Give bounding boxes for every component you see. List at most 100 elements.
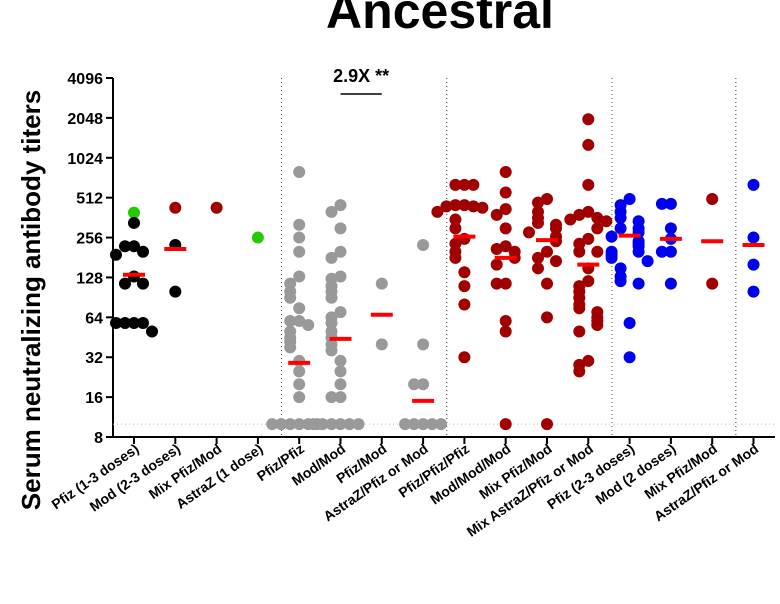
data-point: [564, 214, 576, 226]
data-point: [293, 166, 305, 178]
data-point: [706, 278, 718, 290]
data-point: [128, 207, 140, 219]
data-point: [606, 231, 618, 243]
y-tick-label: 8: [94, 430, 103, 447]
data-point: [335, 378, 347, 390]
data-point: [431, 206, 443, 218]
data-point: [137, 246, 149, 258]
data-point: [326, 344, 338, 356]
data-point: [408, 378, 420, 390]
data-point: [293, 232, 305, 244]
y-tick-label: 16: [85, 390, 103, 407]
y-tick-label: 1024: [67, 151, 103, 168]
data-point: [606, 252, 618, 264]
data-point: [550, 255, 562, 267]
data-point: [615, 275, 627, 287]
y-tick-label: 512: [76, 191, 103, 208]
data-point: [417, 239, 429, 251]
data-point: [615, 212, 627, 224]
data-point: [748, 179, 760, 191]
data-point: [308, 418, 320, 430]
data-point: [335, 365, 347, 377]
data-point: [326, 391, 338, 403]
data-point: [491, 278, 503, 290]
data-point: [491, 209, 503, 221]
y-tick-label: 128: [76, 270, 103, 287]
data-point: [541, 278, 553, 290]
data-point: [399, 418, 411, 430]
data-point: [110, 317, 122, 329]
data-point: [582, 139, 594, 151]
data-point: [293, 246, 305, 258]
data-point: [706, 193, 718, 205]
data-point: [532, 262, 544, 274]
data-point: [591, 246, 603, 258]
data-point: [146, 326, 158, 338]
data-point: [624, 317, 636, 329]
chart-title: Ancestral: [326, 0, 554, 39]
data-point: [293, 219, 305, 231]
data-point: [500, 418, 512, 430]
data-point: [476, 202, 488, 214]
data-point: [293, 365, 305, 377]
data-point: [665, 278, 677, 290]
data-point: [293, 302, 305, 314]
data-point: [523, 226, 535, 238]
data-point: [284, 315, 296, 327]
y-tick-label: 256: [76, 231, 103, 248]
data-point: [284, 292, 296, 304]
data-point: [128, 217, 140, 229]
data-point: [119, 278, 131, 290]
data-point: [266, 418, 278, 430]
data-point: [458, 266, 470, 278]
data-point: [110, 249, 122, 261]
significance-label: 2.9X **: [333, 66, 389, 86]
data-point: [748, 232, 760, 244]
data-point: [293, 378, 305, 390]
data-point: [582, 179, 594, 191]
data-point: [573, 246, 585, 258]
data-point: [119, 240, 131, 252]
data-point: [665, 222, 677, 234]
data-point: [500, 187, 512, 199]
data-point: [500, 326, 512, 338]
data-point: [532, 217, 544, 229]
data-point: [656, 198, 668, 210]
data-point: [633, 246, 645, 258]
data-point: [137, 278, 149, 290]
data-point: [302, 319, 314, 331]
data-point: [467, 179, 479, 191]
data-point: [458, 351, 470, 363]
data-point: [417, 338, 429, 350]
data-point: [293, 391, 305, 403]
data-point: [615, 222, 627, 234]
data-point: [591, 319, 603, 331]
data-point: [284, 341, 296, 353]
data-point: [500, 222, 512, 234]
data-point: [500, 166, 512, 178]
data-point: [376, 278, 388, 290]
data-point: [169, 202, 181, 214]
data-point: [326, 206, 338, 218]
data-point: [353, 418, 365, 430]
data-point: [491, 243, 503, 255]
data-point: [169, 286, 181, 298]
data-point: [541, 418, 553, 430]
data-point: [573, 326, 585, 338]
data-point: [449, 222, 461, 234]
data-point: [642, 255, 654, 267]
data-point: [211, 202, 223, 214]
y-tick-label: 4096: [67, 71, 103, 88]
data-point: [458, 298, 470, 310]
data-point: [252, 232, 264, 244]
data-point: [376, 338, 388, 350]
plot-area: 8163264128256512102420484096Pfiz (1-3 do…: [48, 66, 775, 540]
data-point: [500, 315, 512, 327]
data-point: [633, 278, 645, 290]
data-point: [573, 365, 585, 377]
data-point: [491, 259, 503, 271]
y-axis-label: Serum neutralizing antibody titers: [16, 90, 46, 510]
data-point: [541, 311, 553, 323]
y-tick-label: 64: [85, 310, 103, 327]
data-point: [624, 351, 636, 363]
